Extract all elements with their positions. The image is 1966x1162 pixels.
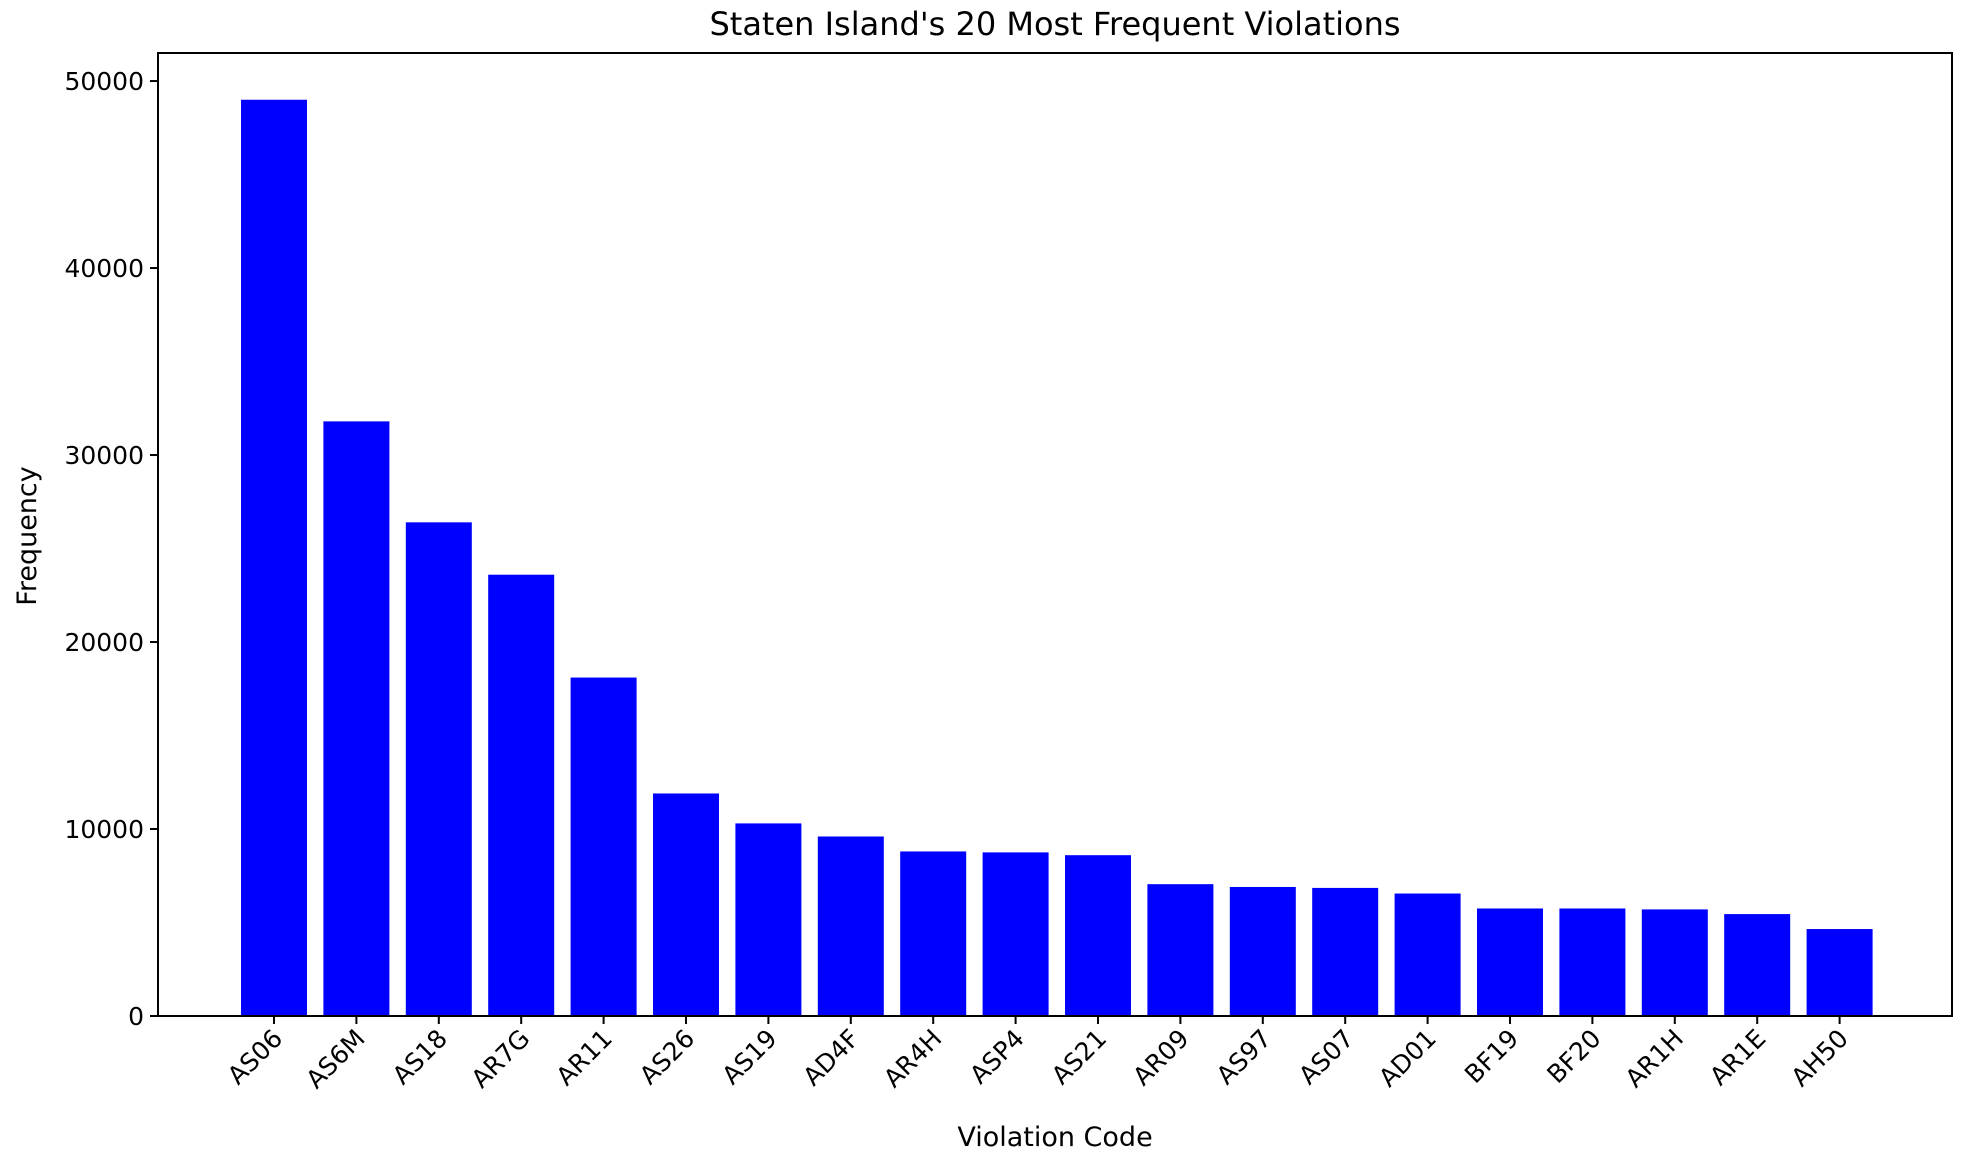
x-tick-label: AD4F xyxy=(797,1024,865,1092)
x-axis-ticks: AS06 AS6M AS18 AR7G AR11 AS26 AS19 AD4F AR4H ASP4… xyxy=(222,1016,1854,1094)
bars-group xyxy=(241,99,1873,1017)
y-tick-label: 40000 xyxy=(64,254,144,283)
y-axis-label: Frequency xyxy=(12,466,43,606)
x-tick-label: AR11 xyxy=(550,1024,617,1091)
bar-as06 xyxy=(241,99,307,1017)
x-tick-label: AR1H xyxy=(1620,1024,1689,1093)
bar-as07 xyxy=(1312,887,1379,1016)
y-axis-ticks: 0 10000 20000 30000 40000 50000 xyxy=(64,67,158,1031)
x-tick-label: AR1E xyxy=(1704,1024,1771,1091)
x-tick-label: AH50 xyxy=(1785,1024,1853,1092)
bar-ah50 xyxy=(1806,929,1873,1016)
bar-as26 xyxy=(653,793,719,1016)
x-axis-label: Violation Code xyxy=(957,1122,1152,1153)
y-tick-label: 10000 xyxy=(64,815,144,844)
bar-ad01 xyxy=(1394,893,1461,1016)
bar-ar09 xyxy=(1147,884,1214,1016)
x-tick-label: AS97 xyxy=(1211,1024,1277,1090)
plot-frame xyxy=(157,52,1953,1017)
bar-ar7g xyxy=(488,574,555,1016)
x-tick-label: AS6M xyxy=(300,1024,370,1094)
bar-as97 xyxy=(1229,886,1296,1016)
x-tick-label: AS21 xyxy=(1046,1024,1112,1090)
bar-ar1h xyxy=(1641,909,1708,1016)
bar-ad4f xyxy=(817,836,884,1016)
bar-as19 xyxy=(735,823,802,1016)
bar-ar1e xyxy=(1724,914,1791,1016)
x-tick-label: BF20 xyxy=(1541,1024,1606,1089)
x-tick-label: AS06 xyxy=(222,1024,288,1090)
bar-as21 xyxy=(1065,855,1131,1016)
x-tick-label: ASP4 xyxy=(964,1024,1030,1090)
x-tick-label: AS18 xyxy=(387,1024,453,1090)
bar-bf20 xyxy=(1559,908,1626,1016)
x-tick-label: AS07 xyxy=(1293,1024,1359,1090)
bar-ar11 xyxy=(570,677,637,1016)
bar-asp4 xyxy=(982,852,1049,1016)
x-tick-label: BF19 xyxy=(1459,1024,1524,1089)
x-tick-label: AD01 xyxy=(1373,1024,1442,1093)
x-tick-label: AS26 xyxy=(634,1024,700,1090)
bar-as6m xyxy=(323,421,390,1017)
x-tick-label: AR09 xyxy=(1127,1024,1194,1091)
y-tick-label: 50000 xyxy=(64,67,144,96)
y-tick-label: 30000 xyxy=(64,441,144,470)
x-tick-label: AS19 xyxy=(716,1024,782,1090)
chart-title: Staten Island's 20 Most Frequent Violati… xyxy=(709,5,1400,43)
y-tick-label: 0 xyxy=(128,1002,144,1031)
bar-as18 xyxy=(405,522,472,1016)
bar-bf19 xyxy=(1477,908,1543,1016)
x-tick-label: AR7G xyxy=(466,1024,536,1094)
y-tick-label: 20000 xyxy=(64,628,144,657)
x-tick-label: AR4H xyxy=(878,1024,947,1093)
bar-ar4h xyxy=(900,851,967,1016)
